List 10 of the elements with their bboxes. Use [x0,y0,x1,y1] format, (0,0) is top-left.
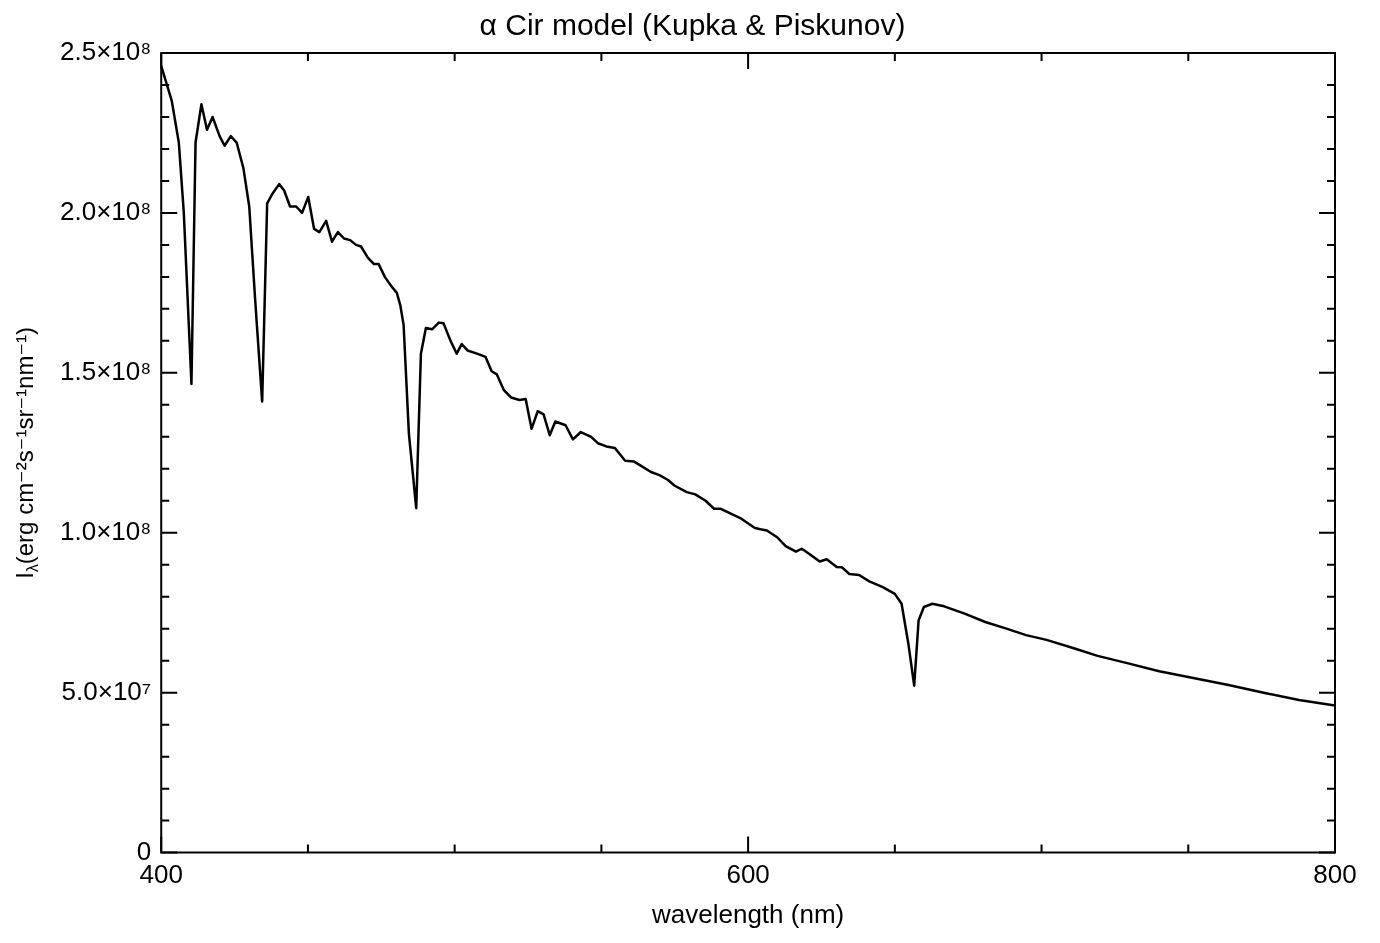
chart-title: α Cir model (Kupka & Piskunov) [479,8,906,42]
y-tick-label: 2.5×10⁸ [60,36,152,67]
y-tick-label: 2.0×10⁸ [60,196,152,227]
x-axis-title: wavelength (nm) [651,898,845,929]
y-axis-title: Iλ(erg cm⁻²s⁻¹sr⁻¹nm⁻¹) [10,326,41,579]
y-tick-label: 1.0×10⁸ [60,515,152,546]
x-tick-label: 800 [1313,859,1357,890]
x-tick-label: 600 [726,859,770,890]
y-tick-label: 1.5×10⁸ [60,356,152,387]
y-tick-label: 5.0×10⁷ [61,675,152,706]
